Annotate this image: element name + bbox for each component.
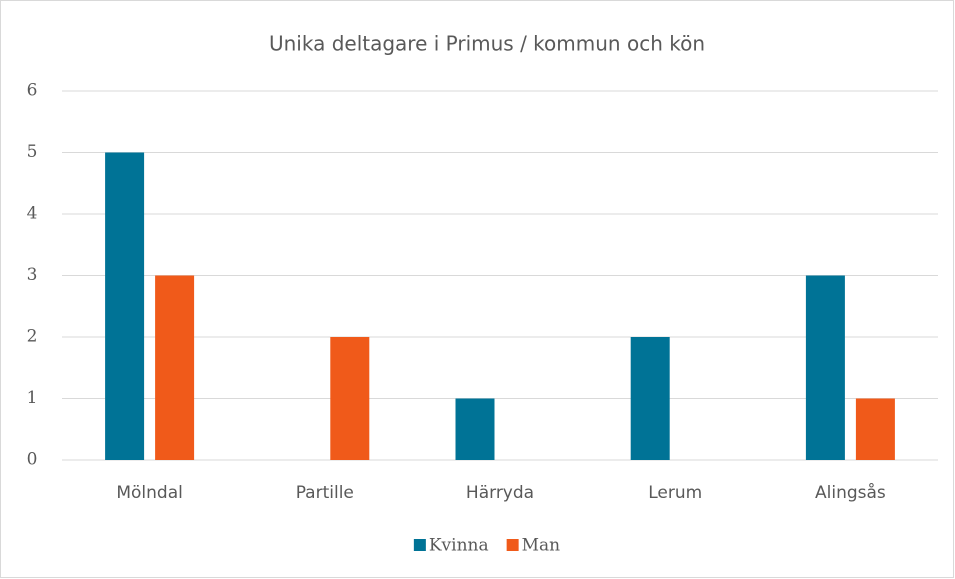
legend-label: Man <box>522 536 561 556</box>
legend-swatch <box>506 539 519 551</box>
chart-title: Unika deltagare i Primus / kommun och kö… <box>269 32 705 56</box>
y-tick-label: 4 <box>27 204 38 224</box>
y-tick-label: 5 <box>27 142 38 162</box>
x-tick-label: Lerum <box>648 483 702 503</box>
x-tick-label: Alingsås <box>815 482 886 503</box>
bar <box>455 398 495 460</box>
y-tick-label: 3 <box>27 265 38 285</box>
y-tick-label: 2 <box>27 327 38 347</box>
bar <box>155 275 195 460</box>
bar <box>805 275 845 460</box>
bar <box>105 152 145 460</box>
bar <box>330 337 370 460</box>
legend-swatch <box>413 539 426 551</box>
bar <box>855 398 895 460</box>
legend-label: Kvinna <box>429 536 489 556</box>
x-tick-label: Härryda <box>466 483 534 503</box>
y-tick-label: 0 <box>27 450 38 470</box>
bar <box>630 337 670 460</box>
x-tick-label: Partille <box>296 483 354 503</box>
y-tick-label: 1 <box>27 388 38 408</box>
y-tick-label: 6 <box>27 81 38 101</box>
x-tick-label: Mölndal <box>116 483 183 503</box>
